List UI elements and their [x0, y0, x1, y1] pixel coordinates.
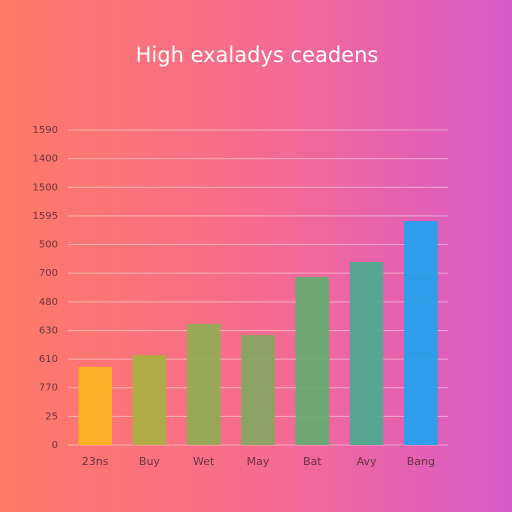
y-tick-label: 610 [39, 354, 58, 365]
bar [78, 366, 112, 445]
x-tick-label: Wet [193, 455, 215, 468]
y-tick-label: 0 [52, 440, 58, 451]
y-tick-label: 630 [39, 325, 58, 336]
bar [295, 276, 330, 445]
y-tick-label: 480 [39, 297, 58, 308]
bar [404, 221, 438, 445]
y-tick-label: 1595 [33, 211, 58, 222]
y-tick-label: 1590 [33, 125, 58, 136]
bar [349, 262, 384, 445]
x-tick-label: Buy [139, 455, 161, 468]
y-tick-label: 500 [39, 240, 58, 251]
y-tick-label: 1400 [33, 154, 58, 165]
y-tick-label: 770 [39, 383, 58, 394]
x-tick-label: May [247, 455, 270, 468]
bar [186, 323, 221, 445]
x-tick-label: Bat [303, 455, 322, 468]
bar [241, 335, 275, 445]
y-tick-label: 1500 [33, 182, 58, 193]
x-tick-label: Avy [357, 455, 377, 468]
y-tick-label: 25 [45, 411, 58, 422]
x-tick-label: Bang [407, 455, 435, 468]
bar [132, 355, 167, 445]
x-tick-label: 23ns [82, 455, 109, 468]
chart-title: High exaladys ceadens [136, 43, 379, 67]
y-tick-label: 700 [39, 268, 58, 279]
